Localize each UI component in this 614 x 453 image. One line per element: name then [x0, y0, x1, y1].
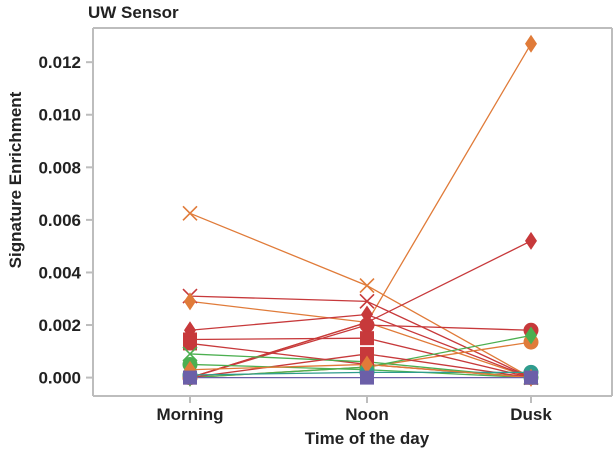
- data-point-x: [182, 205, 198, 221]
- x-ticks: Morning Noon Dusk: [156, 396, 552, 424]
- data-point-diamond: [361, 355, 373, 374]
- data-point-square: [183, 370, 197, 385]
- y-axis-title: Signature Enrichment: [6, 91, 25, 268]
- chart-title: UW Sensor: [88, 3, 179, 22]
- data-point-diamond: [525, 326, 537, 345]
- data-point-circle: [359, 317, 375, 333]
- data-point-square: [360, 370, 374, 385]
- data-point-square: [360, 331, 374, 346]
- y-tick-label: 0.002: [38, 316, 81, 335]
- y-tick-label: 0.004: [38, 263, 81, 282]
- y-tick-label: 0.010: [38, 106, 81, 125]
- y-tick-label: 0.012: [38, 53, 81, 72]
- data-point-x: [359, 278, 375, 294]
- y-tick-label: 0.006: [38, 211, 81, 230]
- data-point-square: [183, 336, 197, 351]
- y-ticks: 0.000 0.002 0.004 0.006 0.008 0.010 0.012: [38, 53, 93, 388]
- data-point-diamond: [184, 292, 196, 311]
- x-tick-label: Dusk: [510, 405, 552, 424]
- y-tick-label: 0.008: [38, 158, 81, 177]
- data-point-diamond: [525, 231, 537, 250]
- data-point-diamond: [525, 34, 537, 53]
- axes: [92, 27, 613, 397]
- series-markers: [182, 34, 539, 387]
- y-tick-label: 0.000: [38, 369, 81, 388]
- x-tick-label: Noon: [345, 405, 388, 424]
- x-tick-label: Morning: [156, 405, 223, 424]
- data-point-square: [524, 370, 538, 385]
- data-point-x: [359, 293, 375, 309]
- x-axis-title: Time of the day: [305, 429, 430, 448]
- data-point-square: [360, 346, 374, 361]
